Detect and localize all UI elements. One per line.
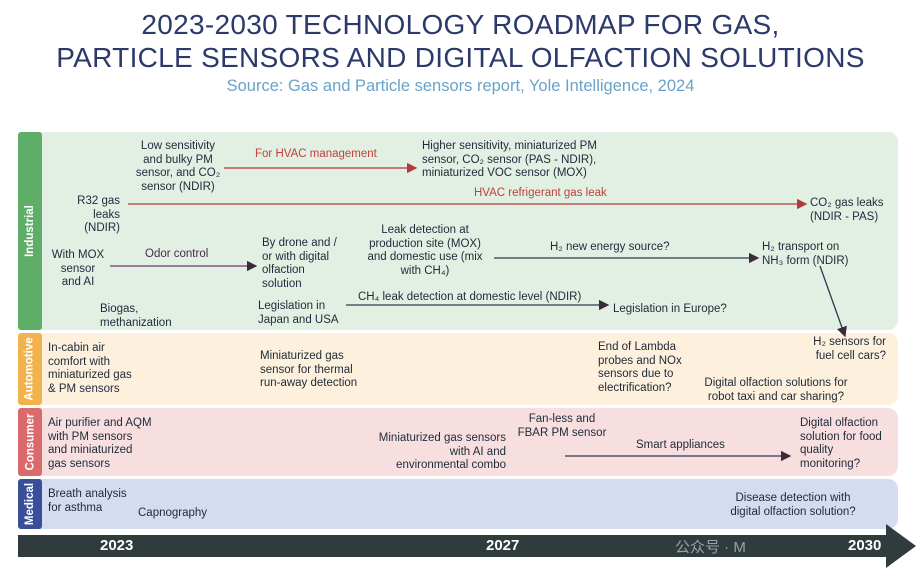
legislation-jp-us-note: Legislation in Japan and USA xyxy=(258,300,339,326)
breath-analysis-note: Breath analysis for asthma xyxy=(48,488,127,514)
consumer-band xyxy=(18,408,898,476)
automotive-band xyxy=(18,333,898,405)
ai-combo-note: Miniaturized gas sensors with AI and env… xyxy=(378,432,506,471)
fanless-pm-note: Fan-less and FBAR PM sensor xyxy=(517,413,607,439)
year-2030-label: 2030 xyxy=(848,537,882,554)
legislation-eu-label: Legislation in Europe? xyxy=(613,303,727,315)
title-line-2: PARTICLE SENSORS AND DIGITAL OLFACTION S… xyxy=(56,42,865,73)
air-purifier-note: Air purifier and AQM with PM sensors and… xyxy=(48,417,152,470)
capnography-label: Capnography xyxy=(138,507,208,519)
biogas-note: Biogas, methanization xyxy=(100,303,172,329)
ch4-domestic-label: CH₄ leak detection at domestic level (ND… xyxy=(358,291,582,303)
r32-leaks-note: R32 gas leaks (NDIR) xyxy=(77,195,120,234)
title-line-1: 2023-2030 TECHNOLOGY ROADMAP FOR GAS, xyxy=(141,9,780,40)
h2-transport-arrow xyxy=(819,265,847,338)
medical-tab: Medical xyxy=(18,479,42,529)
year-2027-label: 2027 xyxy=(486,537,520,554)
hvac-management-label: For HVAC management xyxy=(255,148,377,160)
h2-fuel-cell-note: H₂ sensors for fuel cell cars? xyxy=(813,336,886,362)
thermal-runaway-note: Miniaturized gas sensor for thermal run-… xyxy=(260,350,358,389)
medical-band xyxy=(18,479,898,529)
lambda-probes-note: End of Lambda probes and NOx sensors due… xyxy=(598,341,682,394)
cabin-comfort-note: In-cabin air comfort with miniaturized g… xyxy=(48,342,132,395)
leak-detection-note: Leak detection at production site (MOX) … xyxy=(367,224,483,277)
timeline-bar xyxy=(18,535,888,557)
industrial-band xyxy=(18,132,898,330)
consumer-tab: Consumer xyxy=(18,408,42,476)
watermark: 公众号 · M xyxy=(675,539,746,556)
timeline-arrowhead xyxy=(886,524,916,568)
automotive-tab: Automotive xyxy=(18,333,42,405)
drone-note: By drone and / or with digital olfaction… xyxy=(262,237,337,290)
disease-detection-note: Disease detection with digital olfaction… xyxy=(730,492,856,518)
h2-transport-note: H₂ transport on NH₃ form (NDIR) xyxy=(762,241,849,267)
h2-energy-label: H₂ new energy source? xyxy=(550,241,670,253)
co2-leaks-note: CO₂ gas leaks (NDIR - PAS) xyxy=(810,197,884,223)
higher-sensitivity-note: Higher sensitivity, miniaturized PM sens… xyxy=(422,140,597,179)
robot-taxi-note: Digital olfaction solutions for robot ta… xyxy=(704,377,848,403)
source-caption: Source: Gas and Particle sensors report,… xyxy=(226,77,695,95)
page-title: 2023-2030 TECHNOLOGY ROADMAP FOR GAS, PA… xyxy=(0,8,921,74)
refrigerant-leak-label: HVAC refrigerant gas leak xyxy=(474,187,607,199)
year-2023-label: 2023 xyxy=(100,537,134,554)
low-sensitivity-note: Low sensitivity and bulky PM sensor, and… xyxy=(135,140,221,193)
mox-ai-note: With MOX sensor and AI xyxy=(51,249,105,288)
industrial-tab: Industrial xyxy=(18,132,42,330)
smart-appliances-label: Smart appliances xyxy=(636,439,725,451)
food-quality-note: Digital olfaction solution for food qual… xyxy=(800,417,882,470)
odor-control-label: Odor control xyxy=(145,248,209,260)
